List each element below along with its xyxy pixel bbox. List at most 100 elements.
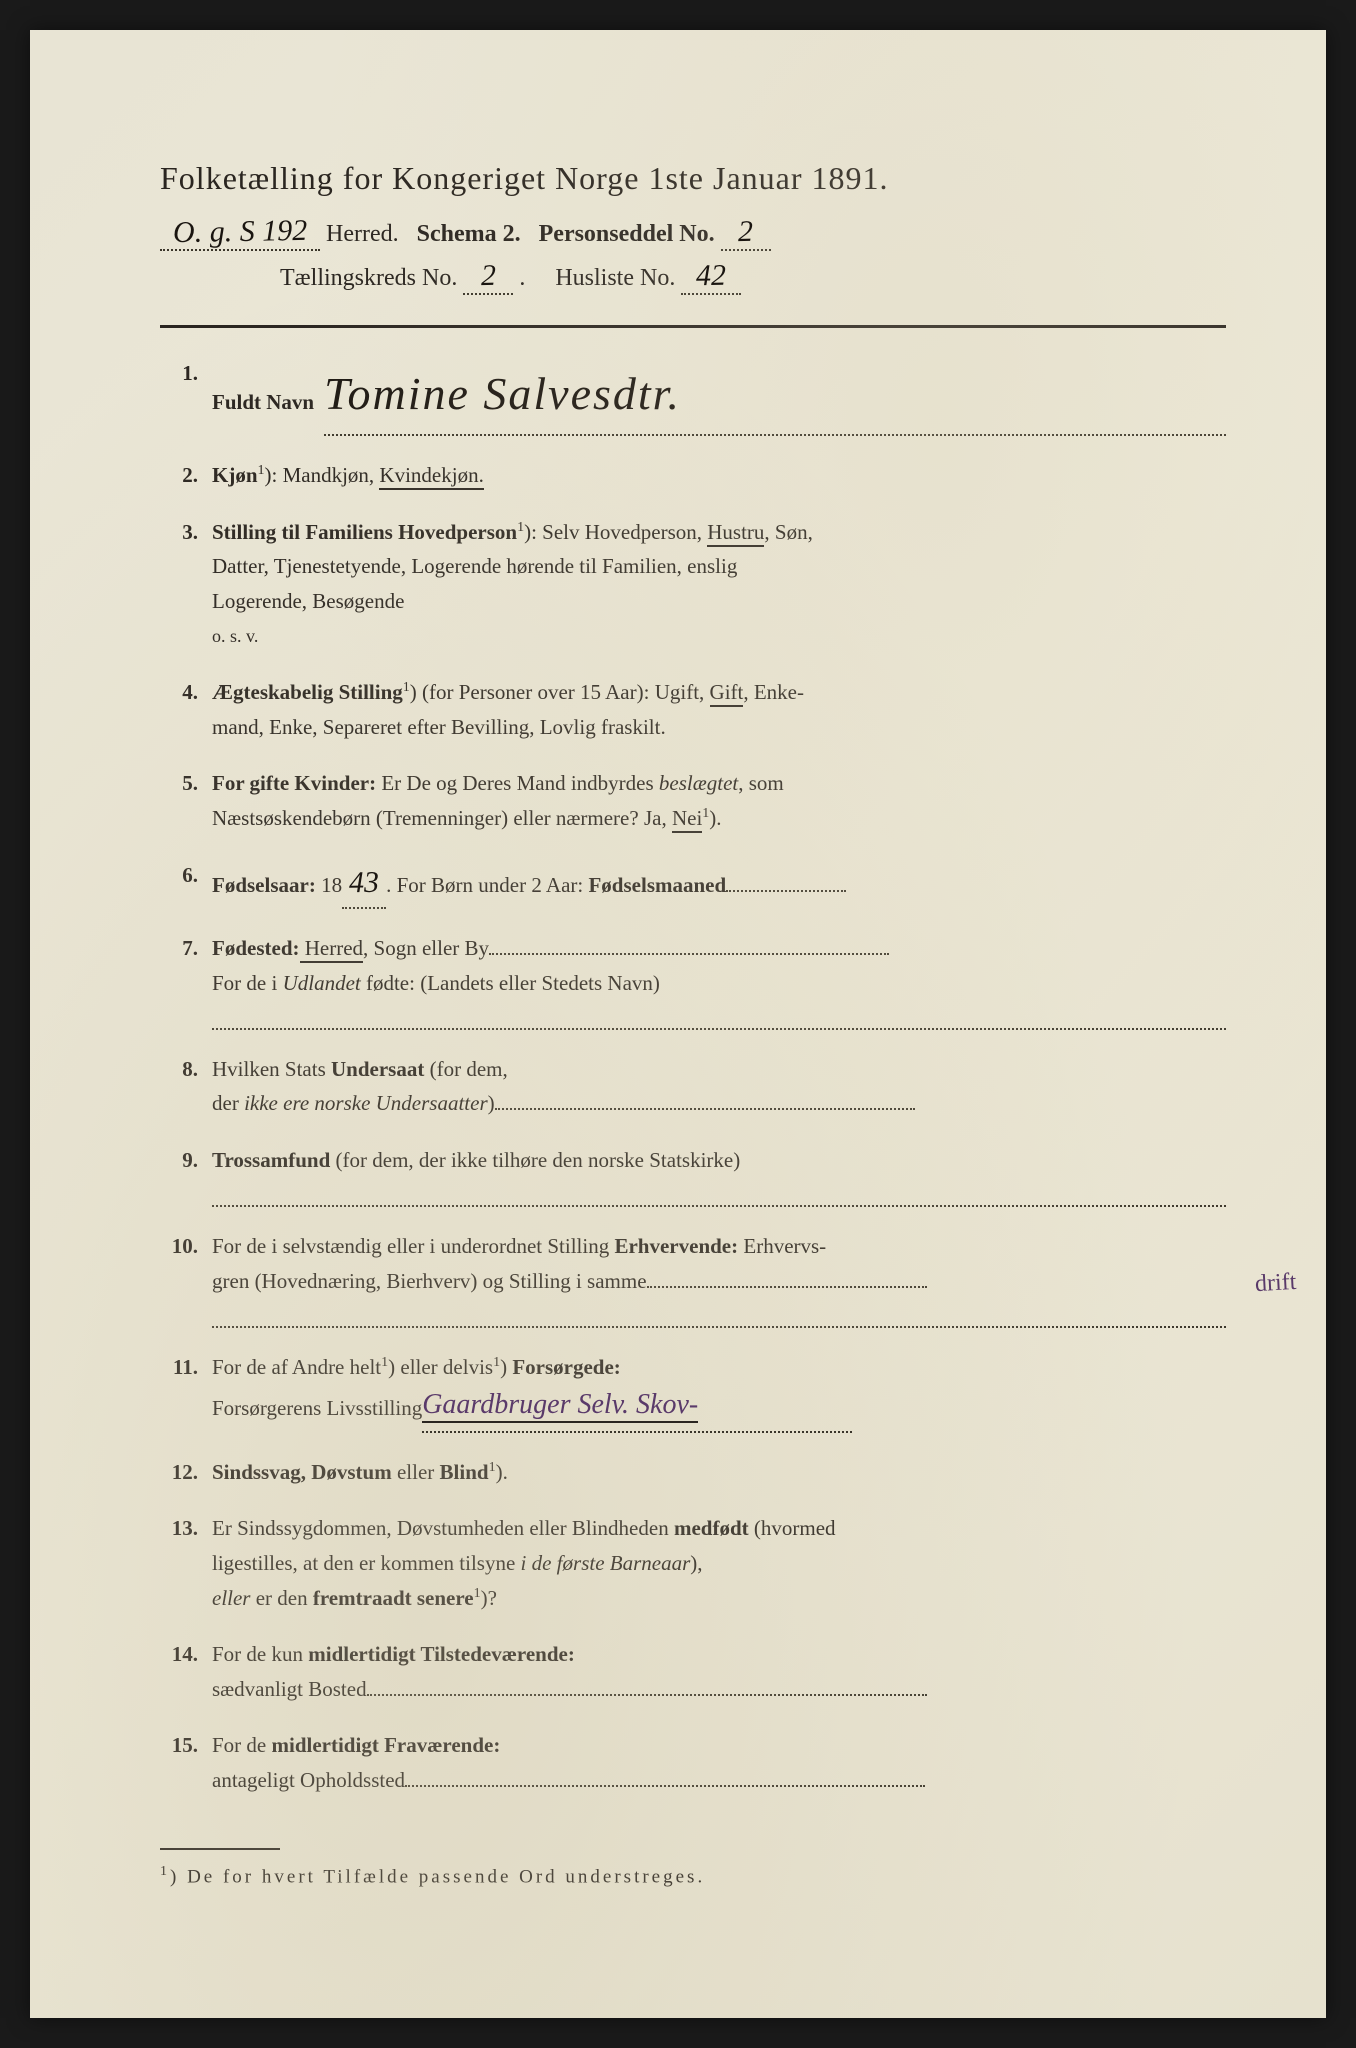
birth-month-field	[726, 890, 846, 892]
item-13-line3b: er den	[250, 1586, 312, 1610]
item-11-t2: ) eller delvis	[388, 1355, 493, 1379]
item-3-line3: Logerende, Besøgende	[212, 589, 404, 613]
item-7: 7. Fødested: Herred, Sogn eller By For d…	[160, 931, 1226, 1030]
item-8: 8. Hvilken Stats Undersaat (for dem, der…	[160, 1052, 1226, 1121]
item-5: 5. For gifte Kvinder: Er De og Deres Man…	[160, 766, 1226, 835]
item-11-num: 11.	[160, 1350, 212, 1385]
item-6-label2: Fødselsmaaned	[588, 873, 726, 897]
item-9-field	[212, 1178, 1226, 1207]
item-14-num: 14.	[160, 1637, 212, 1672]
item-1-num: 1.	[160, 356, 212, 391]
item-15-t1: For de	[212, 1733, 272, 1757]
item-2: 2. Kjøn1): Mandkjøn, Kvindekjøn.	[160, 458, 1226, 493]
item-8-t2: (for dem,	[424, 1057, 507, 1081]
item-14-line2: sædvanligt Bosted	[212, 1677, 367, 1701]
item-7-herred: Herred	[300, 936, 364, 963]
item-7-line2b: fødte: (Landets eller Stedets Navn)	[361, 971, 660, 995]
margin-handwritten: drift	[1254, 1269, 1297, 1298]
item-4: 4. Ægteskabelig Stilling1) (for Personer…	[160, 675, 1226, 744]
kreds-no: 2	[481, 259, 497, 293]
item-7-udl: Udlandet	[283, 971, 361, 995]
item-6: 6. Fødselsaar: 1843. For Børn under 2 Aa…	[160, 858, 1226, 910]
item-2-sup: 1	[258, 463, 265, 478]
item-15-label: midlertidigt Fraværende:	[272, 1733, 501, 1757]
item-14: 14. For de kun midlertidigt Tilstedevære…	[160, 1637, 1226, 1706]
item-10: 10. For de i selvstændig eller i underor…	[160, 1229, 1226, 1328]
item-8-field	[495, 1108, 915, 1110]
item-13-line2a: ligestilles, at den er kommen tilsyne	[212, 1551, 521, 1575]
item-7-num: 7.	[160, 931, 212, 966]
item-7-t1: , Sogn eller By	[363, 936, 489, 960]
schema-label: Schema 2.	[417, 221, 521, 248]
item-2-label: Kjøn	[212, 463, 258, 487]
item-9-t1: (for dem, der ikke tilhøre den norske St…	[330, 1148, 740, 1172]
item-7-line2a: For de i	[212, 971, 283, 995]
item-5-line2a: Næstsøskendebørn (Tremenninger) eller næ…	[212, 806, 672, 830]
item-12-label2: Blind	[440, 1460, 489, 1484]
herred-handwritten: O. g. S 192	[173, 214, 308, 250]
item-14-field	[367, 1694, 927, 1696]
main-title: Folketælling for Kongeriget Norge 1ste J…	[160, 160, 1226, 197]
item-4-label: Ægteskabelig Stilling	[212, 680, 403, 704]
item-10-num: 10.	[160, 1229, 212, 1264]
herred-field: O. g. S 192	[160, 215, 320, 251]
header-line-1: O. g. S 192 Herred. Schema 2. Personsedd…	[160, 215, 1226, 251]
item-10-label: Erhvervende:	[614, 1234, 738, 1258]
item-15-num: 15.	[160, 1728, 212, 1763]
item-6-t2: . For Børn under 2 Aar:	[386, 873, 588, 897]
item-2-kvindekjon: Kvindekjøn.	[379, 463, 483, 490]
husliste-no: 42	[696, 259, 727, 294]
year-field: 43	[342, 858, 386, 910]
item-15-field	[405, 1785, 925, 1787]
item-4-num: 4.	[160, 675, 212, 710]
item-13-label: medfødt	[674, 1516, 749, 1540]
item-3-hustru: Hustru	[707, 520, 764, 547]
item-10-field2	[212, 1298, 1226, 1327]
birthplace-field	[489, 953, 889, 955]
name-handwritten: Tomine Salvesdtr.	[324, 368, 681, 419]
item-14-t1: For de kun	[212, 1642, 308, 1666]
item-4-t2: , Enke-	[743, 680, 804, 704]
item-11-t3: )	[500, 1355, 512, 1379]
item-15: 15. For de midlertidigt Fraværende: anta…	[160, 1728, 1226, 1797]
item-5-num: 5.	[160, 766, 212, 801]
item-7-dotted-line	[212, 1000, 1226, 1029]
item-12-t2: ).	[496, 1460, 508, 1484]
item-12-t1: eller	[392, 1460, 440, 1484]
item-6-prefix: 18	[316, 873, 342, 897]
item-15-line2: antageligt Opholdssted	[212, 1768, 405, 1792]
item-11-line2: Forsørgerens Livsstilling	[212, 1396, 422, 1420]
item-5-line2b: ).	[709, 806, 721, 830]
husliste-no-field: 42	[681, 259, 741, 295]
item-5-t2: , som	[738, 771, 784, 795]
item-13-line2b: ),	[690, 1551, 702, 1575]
divider-rule	[160, 325, 1226, 328]
personseddel-no-field: 2	[721, 215, 771, 251]
item-13-label2: fremtraadt senere	[313, 1586, 474, 1610]
item-5-t1: Er De og Deres Mand indbyrdes	[376, 771, 659, 795]
item-4-sup: 1	[403, 680, 410, 695]
item-8-ital: ikke ere norske Undersaatter	[244, 1091, 488, 1115]
item-3-t1: ): Selv Hovedperson,	[524, 520, 707, 544]
item-13-t1: Er Sindssygdommen, Døvstumheden eller Bl…	[212, 1516, 674, 1540]
name-field: Tomine Salvesdtr.	[324, 356, 1226, 436]
item-3-label: Stilling til Familiens Hovedperson	[212, 520, 517, 544]
item-12-label: Sindssvag, Døvstum	[212, 1460, 392, 1484]
item-10-t2: Erhvervs-	[738, 1234, 826, 1258]
item-5-besl: beslægtet	[659, 771, 738, 795]
item-9: 9. Trossamfund (for dem, der ikke tilhør…	[160, 1143, 1226, 1207]
item-12: 12. Sindssvag, Døvstum eller Blind1).	[160, 1455, 1226, 1490]
item-11-hw: Gaardbruger Selv. Skov-	[422, 1389, 698, 1423]
item-8-label: Undersaat	[331, 1057, 424, 1081]
footnote-rule	[160, 1848, 280, 1850]
item-5-nei: Nei	[672, 806, 702, 833]
kreds-no-field: 2	[463, 259, 513, 295]
item-12-num: 12.	[160, 1455, 212, 1490]
item-13-line3a: eller	[212, 1586, 250, 1610]
item-3-num: 3.	[160, 515, 212, 550]
item-8-num: 8.	[160, 1052, 212, 1087]
item-9-num: 9.	[160, 1143, 212, 1178]
item-8-t1: Hvilken Stats	[212, 1057, 331, 1081]
header-line-2: Tællingskreds No. 2 . Husliste No. 42	[280, 259, 1226, 295]
item-12-sup: 1	[489, 1460, 496, 1475]
